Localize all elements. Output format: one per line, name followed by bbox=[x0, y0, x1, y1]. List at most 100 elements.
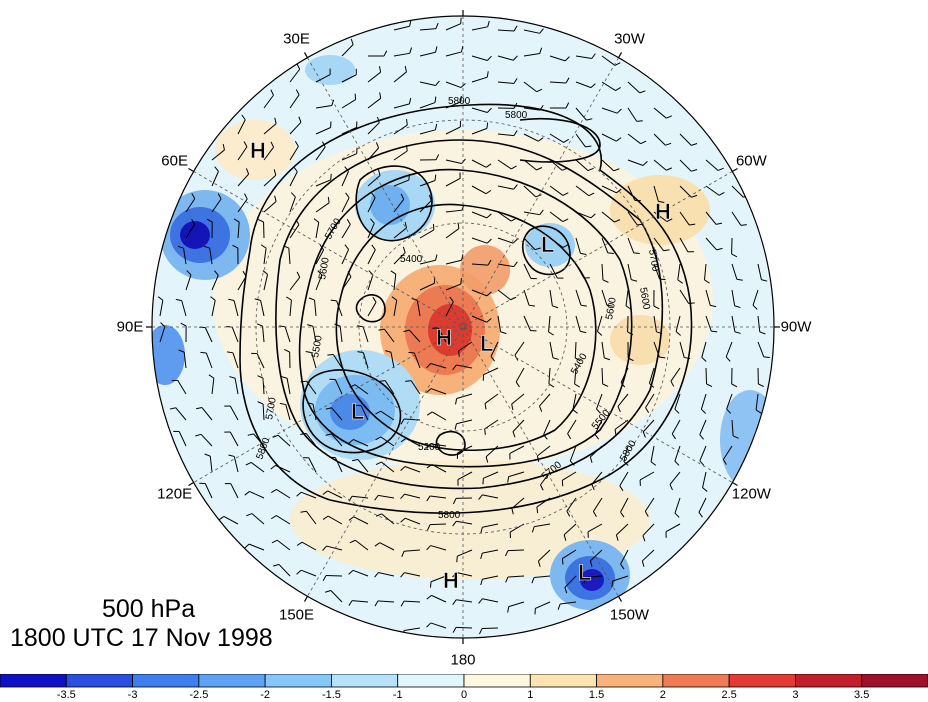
wind-barb-flag bbox=[710, 304, 717, 308]
wind-barb bbox=[457, 549, 473, 557]
wind-barb bbox=[331, 433, 343, 447]
wind-barb-flag bbox=[325, 407, 332, 410]
wind-barb-flag bbox=[484, 403, 487, 410]
wind-barb-flag bbox=[515, 381, 520, 388]
wind-barb-flag bbox=[562, 167, 568, 171]
wind-barb bbox=[698, 497, 707, 513]
wind-barb bbox=[430, 443, 447, 447]
wind-barb-flag bbox=[580, 330, 587, 334]
wind-barb-flag bbox=[385, 350, 392, 353]
wind-barb-flag bbox=[345, 192, 350, 198]
wind-barb-flag bbox=[307, 324, 314, 327]
wind-barb-flag bbox=[615, 534, 619, 541]
wind-barb-flag bbox=[313, 218, 320, 223]
wind-barb bbox=[263, 274, 269, 291]
wind-barb bbox=[757, 263, 762, 280]
wind-barb bbox=[380, 410, 395, 421]
wind-barb-flag bbox=[485, 189, 492, 195]
wind-barb-flag bbox=[552, 357, 559, 360]
wind-barb bbox=[679, 133, 692, 146]
wind-barb-flag bbox=[510, 296, 517, 301]
wind-barb-flag bbox=[350, 38, 354, 45]
wind-barb-flag bbox=[375, 410, 381, 415]
wind-barb-flag bbox=[658, 200, 665, 204]
wind-barb bbox=[575, 81, 592, 89]
wind-barb-flag bbox=[283, 348, 290, 353]
wind-barb bbox=[301, 541, 317, 551]
wind-barb-flag bbox=[295, 89, 300, 96]
wind-barb bbox=[726, 393, 733, 410]
wind-barb bbox=[507, 575, 525, 578]
wind-barb-flag bbox=[294, 141, 299, 147]
wind-barb bbox=[627, 133, 642, 145]
wind-barb bbox=[445, 126, 461, 135]
wind-barb bbox=[514, 341, 525, 356]
wind-barb-flag bbox=[408, 97, 412, 104]
wind-barb bbox=[471, 211, 488, 219]
wind-barb-flag bbox=[536, 507, 539, 514]
wind-barb bbox=[352, 600, 369, 603]
wind-barb bbox=[234, 378, 239, 395]
wind-barb bbox=[457, 471, 473, 481]
wind-barb bbox=[562, 549, 577, 559]
wind-barb bbox=[341, 276, 352, 291]
wind-barb bbox=[543, 419, 551, 435]
wind-barb bbox=[648, 367, 655, 384]
wind-barb-flag bbox=[663, 249, 670, 252]
wind-barb bbox=[536, 497, 551, 508]
wind-barb-flag bbox=[486, 238, 492, 244]
wind-barb bbox=[731, 211, 742, 226]
wind-barb-flag bbox=[644, 511, 649, 517]
wind-barb-flag bbox=[274, 117, 277, 124]
wind-barb bbox=[201, 407, 213, 421]
wind-barb bbox=[511, 497, 525, 509]
wind-barb bbox=[757, 341, 765, 358]
wind-barb bbox=[614, 419, 629, 430]
wind-barb bbox=[315, 74, 331, 83]
wind-barb bbox=[341, 44, 354, 57]
wind-barb bbox=[574, 367, 577, 384]
wind-barb bbox=[211, 378, 215, 395]
wind-barb-flag bbox=[449, 296, 454, 303]
wind-barb-flag bbox=[375, 142, 380, 149]
wind-barb bbox=[251, 513, 265, 525]
wind-barb bbox=[288, 248, 291, 265]
wind-barb-flag bbox=[614, 219, 621, 223]
wind-barb bbox=[601, 237, 609, 254]
wind-barb-flag bbox=[378, 169, 381, 176]
wind-barb bbox=[378, 572, 395, 577]
wind-barb-flag bbox=[270, 515, 277, 520]
wind-barb bbox=[419, 282, 435, 291]
wind-barb bbox=[159, 326, 166, 343]
wind-barb-flag bbox=[706, 383, 713, 387]
wind-barb bbox=[357, 459, 369, 473]
wind-barb-flag bbox=[435, 46, 438, 53]
wind-barb-flag bbox=[426, 411, 433, 416]
colorbar-swatch bbox=[198, 674, 266, 688]
wind-barb bbox=[275, 464, 291, 473]
wind-barb-flag bbox=[699, 434, 704, 440]
wind-barb bbox=[419, 28, 436, 31]
colorbar-label: 3.5 bbox=[854, 689, 870, 701]
wind-barb-flag bbox=[307, 402, 314, 405]
wind-barb-flag bbox=[257, 375, 264, 379]
wind-barb bbox=[566, 497, 577, 512]
wind-barb-flag bbox=[400, 193, 405, 200]
wind-barb-flag bbox=[591, 484, 595, 491]
wind-barb-flag bbox=[404, 221, 407, 229]
wind-barb-flag bbox=[590, 213, 596, 219]
wind-barb bbox=[617, 393, 629, 407]
wind-barb bbox=[185, 274, 192, 291]
colorbar-swatch bbox=[331, 674, 399, 688]
wind-barb bbox=[549, 185, 564, 196]
wind-barb-flag bbox=[461, 254, 464, 261]
wind-barb-flag bbox=[513, 25, 518, 32]
wind-barb-flag bbox=[195, 433, 202, 437]
wind-barb-flag bbox=[244, 193, 248, 200]
wind-barb-flag bbox=[344, 244, 349, 250]
wind-barb-flag bbox=[718, 192, 725, 196]
wind-barb bbox=[665, 523, 681, 533]
wind-barb bbox=[484, 393, 499, 404]
wind-barb-flag bbox=[200, 351, 207, 354]
wind-barb-flag bbox=[656, 331, 663, 335]
